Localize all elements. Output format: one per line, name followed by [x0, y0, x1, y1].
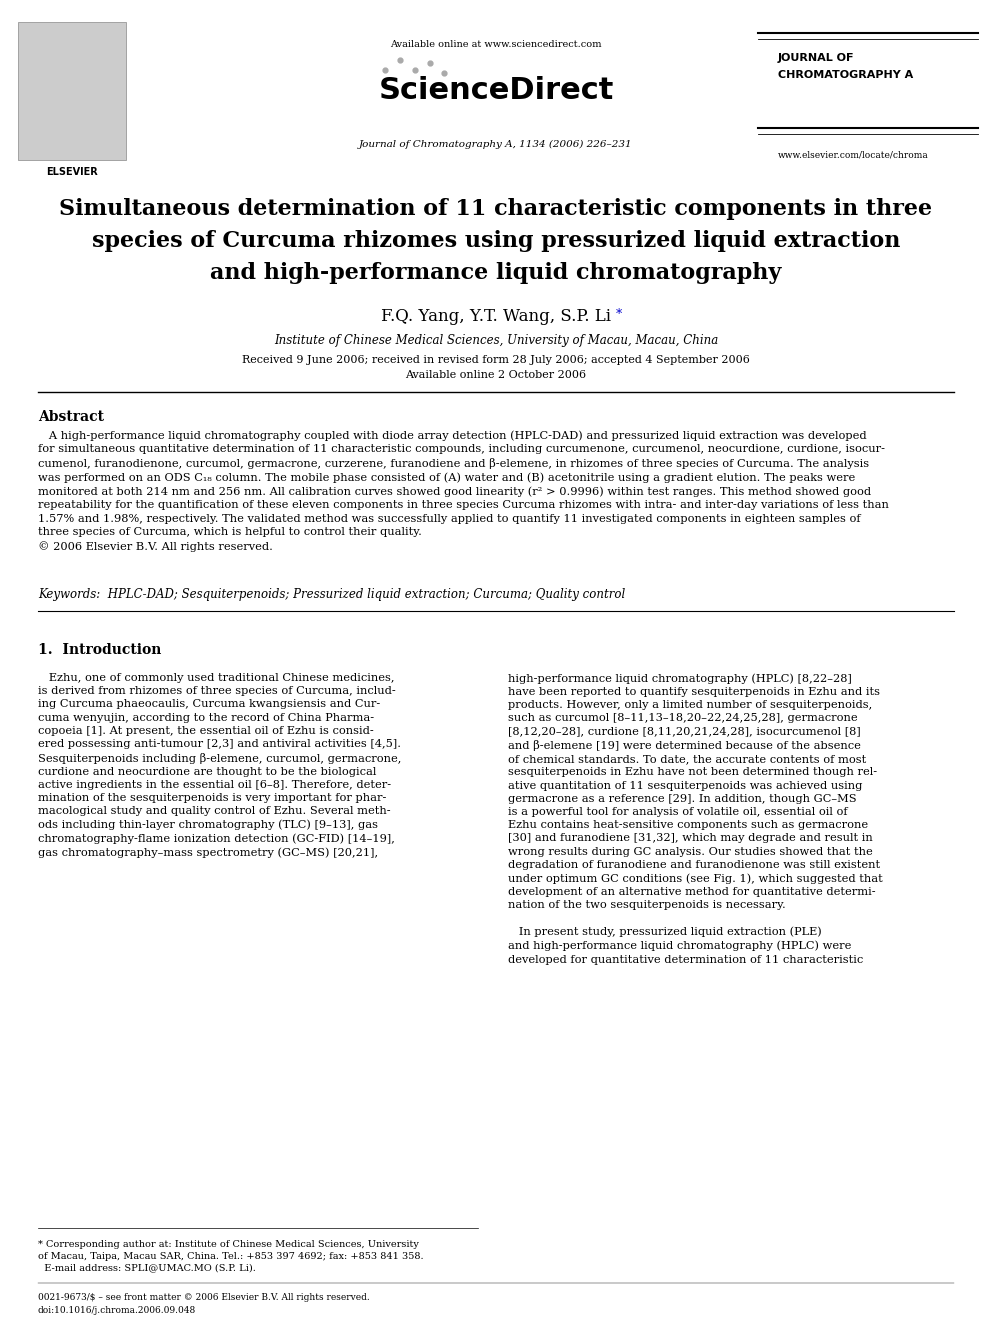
Text: doi:10.1016/j.chroma.2006.09.048: doi:10.1016/j.chroma.2006.09.048 — [38, 1306, 196, 1315]
Text: F.Q. Yang, Y.T. Wang, S.P. Li: F.Q. Yang, Y.T. Wang, S.P. Li — [381, 308, 611, 325]
Text: 0021-9673/$ – see front matter © 2006 Elsevier B.V. All rights reserved.: 0021-9673/$ – see front matter © 2006 El… — [38, 1293, 370, 1302]
Text: ELSEVIER: ELSEVIER — [46, 167, 98, 177]
Text: A high-performance liquid chromatography coupled with diode array detection (HPL: A high-performance liquid chromatography… — [38, 430, 889, 552]
Text: Simultaneous determination of 11 characteristic components in three: Simultaneous determination of 11 charact… — [60, 198, 932, 220]
Text: *: * — [616, 308, 622, 321]
Text: Ezhu, one of commonly used traditional Chinese medicines,
is derived from rhizom: Ezhu, one of commonly used traditional C… — [38, 673, 402, 859]
Text: high-performance liquid chromatography (HPLC) [8,22–28]
have been reported to qu: high-performance liquid chromatography (… — [508, 673, 883, 964]
Text: Abstract: Abstract — [38, 410, 104, 423]
Text: Institute of Chinese Medical Sciences, University of Macau, Macau, China: Institute of Chinese Medical Sciences, U… — [274, 333, 718, 347]
Text: Journal of Chromatography A, 1134 (2006) 226–231: Journal of Chromatography A, 1134 (2006)… — [359, 140, 633, 149]
Text: Available online 2 October 2006: Available online 2 October 2006 — [406, 370, 586, 380]
Text: www.elsevier.com/locate/chroma: www.elsevier.com/locate/chroma — [778, 149, 929, 159]
Text: and high-performance liquid chromatography: and high-performance liquid chromatograp… — [210, 262, 782, 284]
Text: * Corresponding author at: Institute of Chinese Medical Sciences, University
of : * Corresponding author at: Institute of … — [38, 1240, 424, 1273]
Text: JOURNAL OF: JOURNAL OF — [778, 53, 854, 64]
Text: species of Curcuma rhizomes using pressurized liquid extraction: species of Curcuma rhizomes using pressu… — [92, 230, 900, 251]
Text: Keywords:  HPLC-DAD; Sesquiterpenoids; Pressurized liquid extraction; Curcuma; Q: Keywords: HPLC-DAD; Sesquiterpenoids; Pr… — [38, 587, 625, 601]
Text: Received 9 June 2006; received in revised form 28 July 2006; accepted 4 Septembe: Received 9 June 2006; received in revise… — [242, 355, 750, 365]
Text: ScienceDirect: ScienceDirect — [378, 75, 614, 105]
Text: CHROMATOGRAPHY A: CHROMATOGRAPHY A — [778, 70, 914, 79]
Bar — [18, 22, 126, 160]
Text: 1.  Introduction: 1. Introduction — [38, 643, 162, 658]
Text: Available online at www.sciencedirect.com: Available online at www.sciencedirect.co… — [390, 40, 602, 49]
